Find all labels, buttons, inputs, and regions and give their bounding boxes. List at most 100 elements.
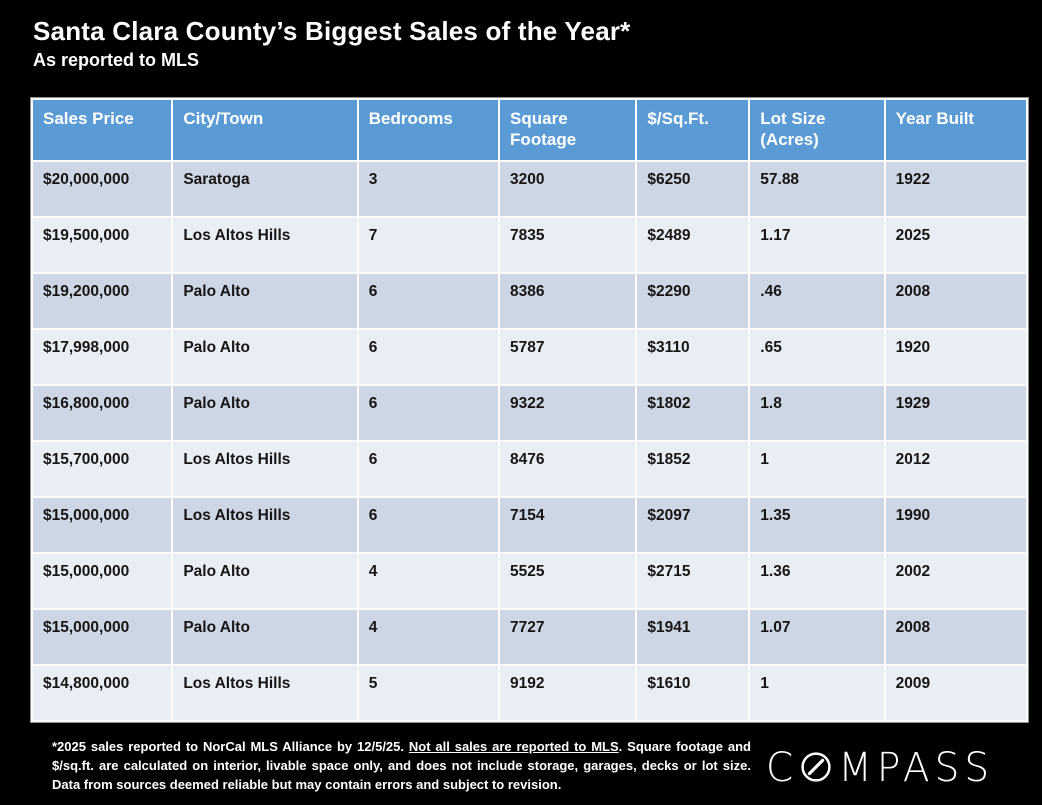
table-cell: Palo Alto	[173, 274, 357, 328]
title-block: Santa Clara County’s Biggest Sales of th…	[33, 16, 993, 71]
column-header: Year Built	[885, 100, 1026, 160]
table-cell: 4	[358, 610, 499, 664]
table-cell: Palo Alto	[173, 386, 357, 440]
table-cell: .46	[750, 274, 884, 328]
table-cell: $2489	[637, 218, 749, 272]
table-cell: 6	[358, 442, 499, 496]
table-cell: 2002	[885, 554, 1026, 608]
table-cell: 6	[358, 498, 499, 552]
table-cell: $15,000,000	[33, 610, 172, 664]
table-cell: $19,500,000	[33, 218, 172, 272]
table-cell: 5525	[500, 554, 636, 608]
table-row: $15,000,000 Palo Alto 4 5525 $2715 1.36 2002	[33, 554, 1026, 608]
table-cell: $3110	[637, 330, 749, 384]
table-cell: 2025	[885, 218, 1026, 272]
table-row: $16,800,000 Palo Alto 6 9322 $1802 1.8 1929	[33, 386, 1026, 440]
table-cell: $1941	[637, 610, 749, 664]
table-cell: 5	[358, 666, 499, 720]
table-cell: 1.17	[750, 218, 884, 272]
table-cell: 8386	[500, 274, 636, 328]
table-row: $19,500,000 Los Altos Hills 7 7835 $2489 1.17…	[33, 218, 1026, 272]
table-cell: $2097	[637, 498, 749, 552]
table-cell: Palo Alto	[173, 610, 357, 664]
page-title: Santa Clara County’s Biggest Sales of th…	[33, 16, 631, 46]
table-row: $15,000,000 Palo Alto 4 7727 $1941 1.07 2008	[33, 610, 1026, 664]
table-cell: $17,998,000	[33, 330, 172, 384]
table-cell: 1.07	[750, 610, 884, 664]
table-cell: 1	[750, 666, 884, 720]
table-cell: 1	[750, 442, 884, 496]
column-header: Bedrooms	[358, 100, 499, 160]
table-cell: 9192	[500, 666, 636, 720]
table-cell: $1852	[637, 442, 749, 496]
table-cell: 3200	[500, 162, 636, 216]
table-cell: Palo Alto	[173, 554, 357, 608]
table-cell: 1920	[885, 330, 1026, 384]
table-cell: 4	[358, 554, 499, 608]
table-cell: 7154	[500, 498, 636, 552]
table-cell: $16,800,000	[33, 386, 172, 440]
footnote-underlined-text: Not all sales are reported to MLS	[408, 739, 619, 754]
table-cell: 2008	[885, 274, 1026, 328]
table-cell: Los Altos Hills	[173, 666, 357, 720]
table-cell: $2290	[637, 274, 749, 328]
table-row: $20,000,000 Saratoga 3 3200 $6250 57.88 1922	[33, 162, 1026, 216]
table-cell: 7	[358, 218, 499, 272]
table-cell: 2012	[885, 442, 1026, 496]
footnote-text-2: . Square footage and $/sq.ft. are calcul…	[52, 739, 751, 792]
table-cell: Los Altos Hills	[173, 498, 357, 552]
compass-logo: C MPASS	[766, 744, 1006, 792]
column-header: $/Sq.Ft.	[637, 100, 749, 160]
table-cell: $2715	[637, 554, 749, 608]
table-cell: Los Altos Hills	[173, 218, 357, 272]
table-cell: 6	[358, 386, 499, 440]
column-header: City/Town	[173, 100, 357, 160]
table-cell: 3	[358, 162, 499, 216]
table-row: $15,700,000 Los Altos Hills 6 8476 $1852 1 201…	[33, 442, 1026, 496]
table-cell: 1.8	[750, 386, 884, 440]
table-cell: $1610	[637, 666, 749, 720]
column-header: Lot Size (Acres)	[750, 100, 884, 160]
table-cell: 7727	[500, 610, 636, 664]
compass-logo-letters-mpass: MPASS	[838, 745, 995, 791]
table-cell: 1929	[885, 386, 1026, 440]
table-cell: 57.88	[750, 162, 884, 216]
table-body: $20,000,000 Saratoga 3 3200 $6250 57.88 1922 $1…	[33, 162, 1026, 720]
table-cell: Palo Alto	[173, 330, 357, 384]
table-cell: 1.35	[750, 498, 884, 552]
table-cell: $15,000,000	[33, 498, 172, 552]
table-cell: .65	[750, 330, 884, 384]
table-cell: 6	[358, 330, 499, 384]
compass-o-needle-icon	[799, 750, 833, 789]
table-cell: 9322	[500, 386, 636, 440]
table-cell: $1802	[637, 386, 749, 440]
table-cell: $20,000,000	[33, 162, 172, 216]
table-cell: 2009	[885, 666, 1026, 720]
sales-table-container: Sales Price City/Town Bedrooms Square Foota…	[30, 97, 1029, 723]
table-cell: $15,700,000	[33, 442, 172, 496]
sales-table: Sales Price City/Town Bedrooms Square Foota…	[30, 97, 1029, 723]
table-cell: 1922	[885, 162, 1026, 216]
compass-logo-letter-c: C	[766, 745, 799, 791]
table-cell: 6	[358, 274, 499, 328]
table-cell: Saratoga	[173, 162, 357, 216]
table-cell: 1990	[885, 498, 1026, 552]
header-row: Sales Price City/Town Bedrooms Square Foota…	[33, 100, 1026, 160]
table-row: $17,998,000 Palo Alto 6 5787 $3110.65 1920	[33, 330, 1026, 384]
table-cell: 5787	[500, 330, 636, 384]
table-row: $15,000,000 Los Altos Hills 6 7154 $2097 1.35…	[33, 498, 1026, 552]
table-cell: Los Altos Hills	[173, 442, 357, 496]
column-header: Square Footage	[500, 100, 636, 160]
table-cell: $14,800,000	[33, 666, 172, 720]
table-cell: $15,000,000	[33, 554, 172, 608]
page-subtitle: As reported to MLS	[33, 50, 200, 70]
table-row: $14,800,000 Los Altos Hills 5 9192 $1610 1 200…	[33, 666, 1026, 720]
table-cell: 2008	[885, 610, 1026, 664]
table-cell: 7835	[500, 218, 636, 272]
footnote: *2025 sales reported to NorCal MLS Allia…	[52, 737, 751, 794]
footnote-text-1: *2025 sales reported to NorCal MLS Allia…	[52, 739, 409, 754]
table-cell: $6250	[637, 162, 749, 216]
table-cell: 1.36	[750, 554, 884, 608]
column-header: Sales Price	[33, 100, 172, 160]
